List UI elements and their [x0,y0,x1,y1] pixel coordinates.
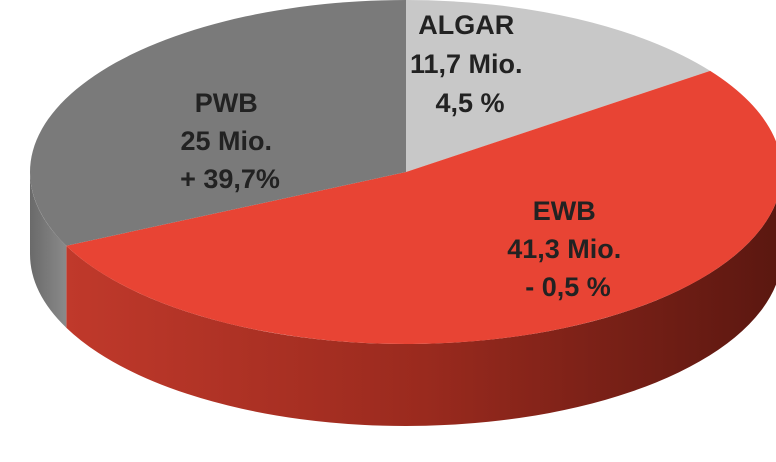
label-ewb-value: 41,3 Mio. [507,234,621,264]
slice-algar [406,0,711,172]
slice-side-ewb [66,202,776,426]
label-algar-name: ALGAR [418,10,514,40]
label-pwb-name: PWB [195,88,258,118]
slice-pwb [29,0,406,246]
pie-labels: ALGAR 11,7 Mio. 4,5 % EWB 41,3 Mio. - 0,… [180,10,629,302]
label-pwb: PWB 25 Mio. + 39,7% [180,88,280,194]
pie-tops [29,0,776,344]
slice-side-pwb [30,172,67,328]
label-pwb-change: + 39,7% [180,164,280,194]
label-algar: ALGAR 11,7 Mio. 4,5 % [410,10,530,118]
slice-ewb [66,70,776,344]
label-pwb-value: 25 Mio. [180,126,272,156]
label-ewb: EWB 41,3 Mio. - 0,5 % [507,196,629,302]
label-ewb-change: - 0,5 % [525,272,611,302]
pie-sides [30,172,776,426]
label-algar-change: 4,5 % [435,88,504,118]
label-ewb-name: EWB [533,196,596,226]
label-algar-value: 11,7 Mio. [410,49,523,79]
